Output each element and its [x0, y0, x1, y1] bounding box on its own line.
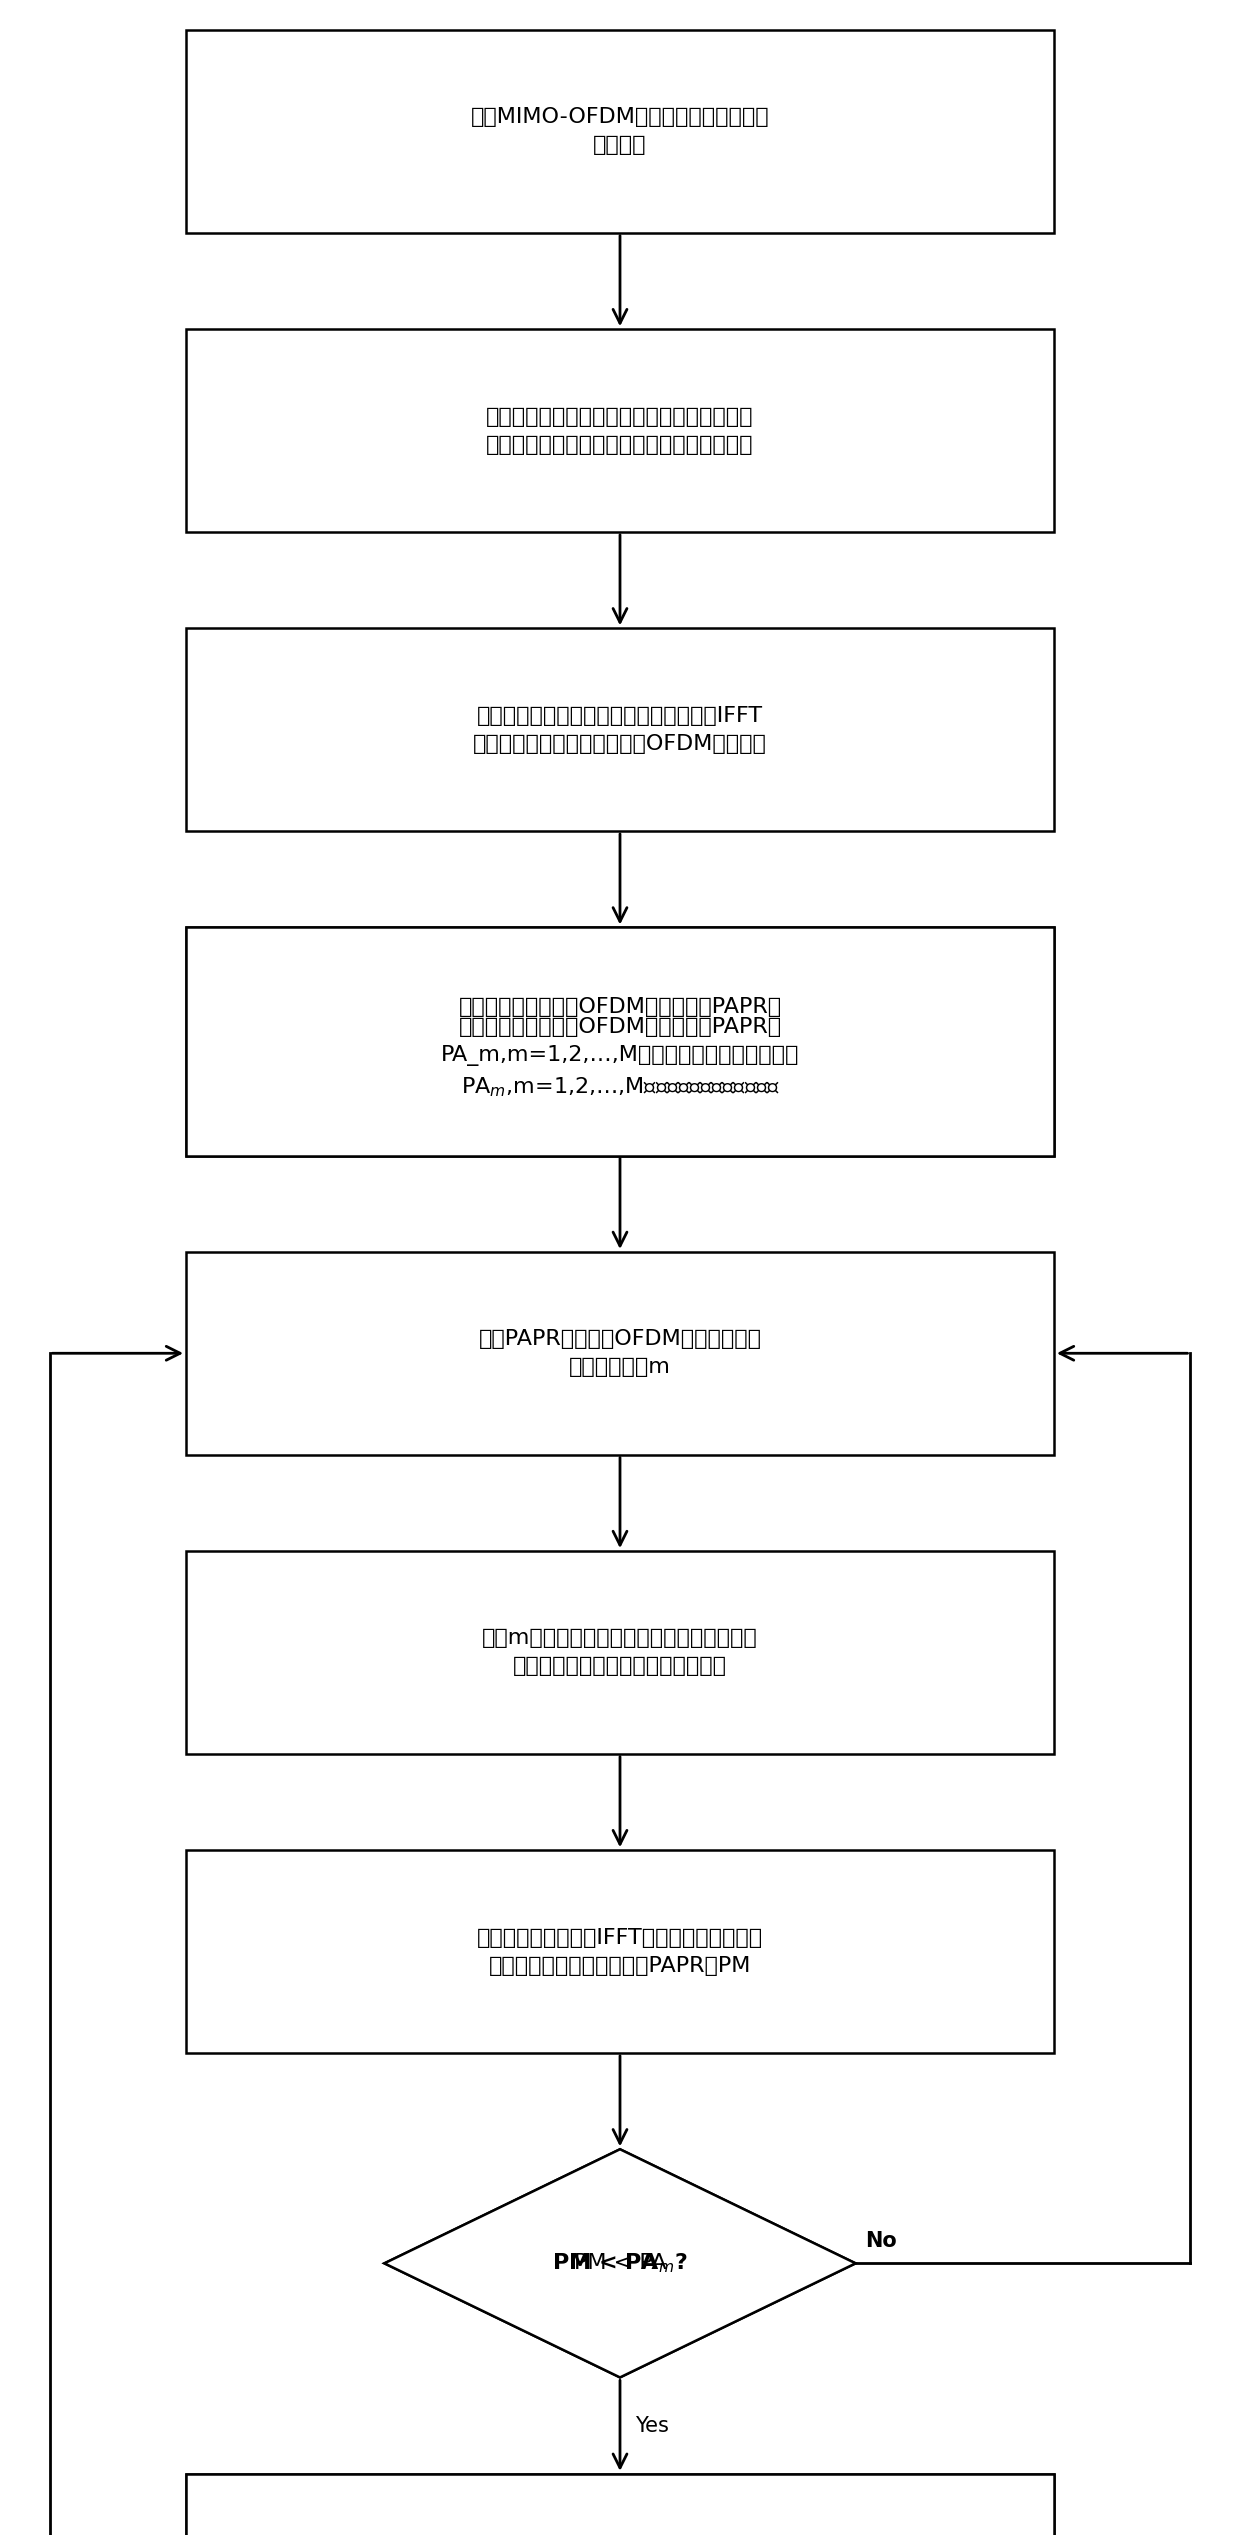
FancyBboxPatch shape: [186, 330, 1054, 532]
Polygon shape: [384, 2150, 856, 2378]
Text: PM < PA: PM < PA: [574, 2254, 666, 2274]
Text: 对交织后的序列进行IFFT变换，获得新的候选
信号，并计算该候选信号的PAPR值PM: 对交织后的序列进行IFFT变换，获得新的候选 信号，并计算该候选信号的PAPR值…: [477, 1927, 763, 1975]
Text: 计算各个发射天线上OFDM候选信号的PAPR值
PA_m,m=1,2,…,M，并候选信号存于存储器中: 计算各个发射天线上OFDM候选信号的PAPR值 PA_m,m=1,2,…,M，并…: [440, 1017, 800, 1065]
Text: 计算各个发射天线上OFDM候选信号的PAPR值: 计算各个发射天线上OFDM候选信号的PAPR值: [459, 996, 781, 1017]
Text: PM < PA$_m$?: PM < PA$_m$?: [552, 2251, 688, 2274]
FancyBboxPatch shape: [186, 1551, 1054, 1754]
Text: No: No: [866, 2231, 898, 2251]
Text: PA$_m$,m=1,2,…,M，并候选信号存于存储器中: PA$_m$,m=1,2,…,M，并候选信号存于存储器中: [460, 1075, 780, 1098]
Text: 将各个发射天线上映射后的序列分别进行IFFT
变换，获得各个天线上的原始OFDM候选信号: 将各个发射天线上映射后的序列分别进行IFFT 变换，获得各个天线上的原始OFDM…: [474, 705, 766, 753]
FancyBboxPatch shape: [186, 928, 1054, 1156]
FancyBboxPatch shape: [186, 629, 1054, 831]
FancyBboxPatch shape: [186, 1851, 1054, 2053]
FancyBboxPatch shape: [186, 1252, 1054, 1455]
Text: Yes: Yes: [635, 2416, 668, 2436]
Text: 选出PAPR值最大的OFDM候选信号所属
发射天线序号m: 选出PAPR值最大的OFDM候选信号所属 发射天线序号m: [479, 1328, 761, 1377]
FancyBboxPatch shape: [186, 30, 1054, 233]
Text: 在各个发射天线上产生二进制随机序列，利用
所采用的映射方式对各个二进制序列进行映射: 在各个发射天线上产生二进制随机序列，利用 所采用的映射方式对各个二进制序列进行映…: [486, 406, 754, 454]
FancyBboxPatch shape: [186, 2474, 1054, 2535]
Text: 对第m个发射天线上映射后的序列进行分块处
理，并将各个子块进行一次交织处理: 对第m个发射天线上映射后的序列进行分块处 理，并将各个子块进行一次交织处理: [482, 1627, 758, 1676]
FancyBboxPatch shape: [186, 928, 1054, 1156]
Polygon shape: [384, 2150, 856, 2378]
FancyBboxPatch shape: [186, 2474, 1054, 2535]
Text: 确定MIMO-OFDM系统和导向交织方案的
相关参数: 确定MIMO-OFDM系统和导向交织方案的 相关参数: [471, 106, 769, 155]
